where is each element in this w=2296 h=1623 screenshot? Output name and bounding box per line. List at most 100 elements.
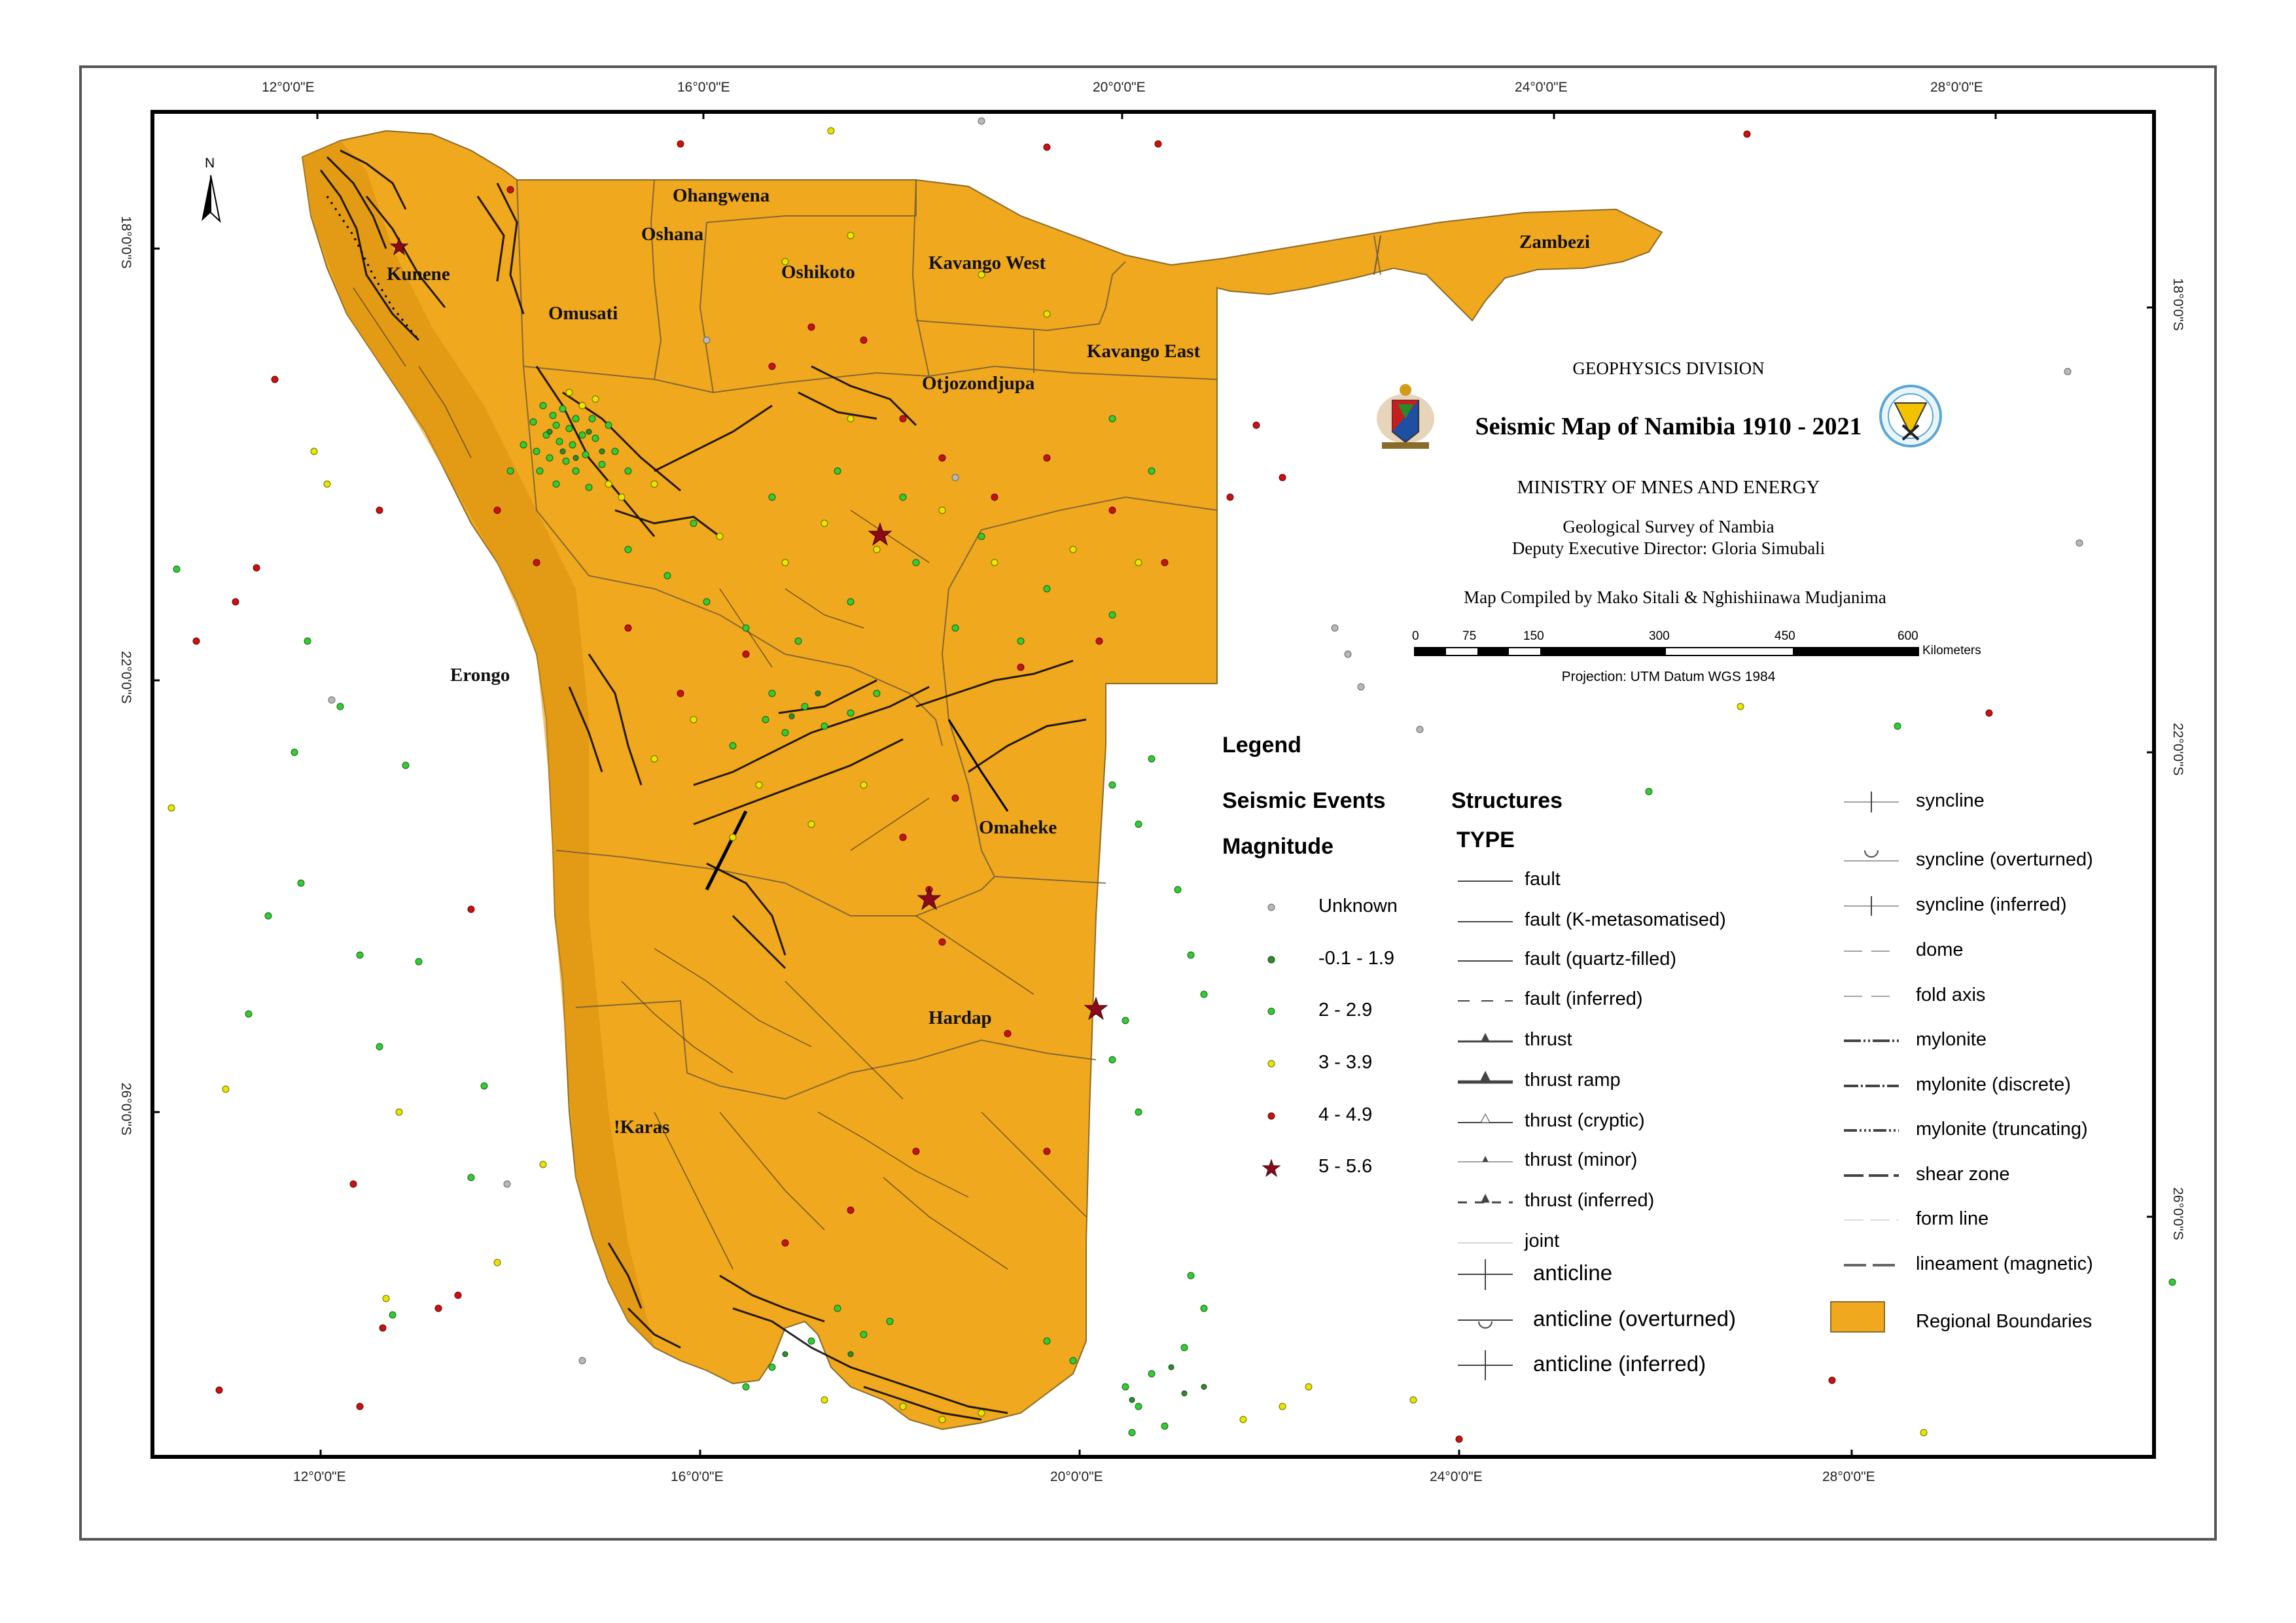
region-label-omusati: Omusati <box>548 303 618 324</box>
legend-structure-label: form line <box>1916 1208 1989 1229</box>
director-label: Deputy Executive Director: Gloria Simuba… <box>1511 538 1826 558</box>
map-title: Seismic Map of Namibia 1910 - 2021 <box>1475 413 1862 440</box>
ministry-label: MINISTRY OF MNES AND ENERGY <box>1517 477 1820 498</box>
coastal-shading <box>302 141 654 1348</box>
seismic-cluster-green <box>173 402 2176 1437</box>
grid-label-top: 16°0'0"E <box>677 80 730 95</box>
north-arrow-icon <box>202 175 221 223</box>
scale-unit: Kilometers <box>1922 644 1981 657</box>
structure-lines <box>319 149 1087 1421</box>
region-boundaries <box>516 179 1381 1100</box>
grid-label-top: 28°0'0"E <box>1930 80 1983 95</box>
legend-structure-label: mylonite <box>1916 1029 1987 1050</box>
grid-label-top: 20°0'0"E <box>1093 80 1146 95</box>
region-label-zambezi: Zambezi <box>1519 232 1590 253</box>
division-label: GEOPHYSICS DIVISION <box>1572 358 1765 378</box>
legend-structure-label: thrust <box>1525 1029 1572 1050</box>
grid-label-left: 18°0'0"S <box>118 216 133 269</box>
geological-survey-logo-icon <box>1879 385 1942 447</box>
legend-structure-label: syncline (overturned) <box>1916 849 2093 870</box>
legend-structure-label: dome <box>1916 939 1964 960</box>
legend-magnitude-heading: Magnitude <box>1222 834 1333 859</box>
scale-tick: 150 <box>1523 629 1544 643</box>
grid-label-left: 26°0'0"S <box>118 1083 133 1136</box>
legend-structures-heading: Structures <box>1451 788 1563 813</box>
legend-structure-label: Regional Boundaries <box>1916 1311 2093 1332</box>
structure-thin-lines <box>353 287 1087 1270</box>
legend-magnitude-label: 5 - 5.6 <box>1318 1156 1373 1177</box>
legend-magnitude-label: 2 - 2.9 <box>1318 1000 1373 1021</box>
legend-seismic-heading: Seismic Events <box>1222 788 1386 813</box>
grid-label-bottom: 16°0'0"E <box>671 1469 724 1484</box>
legend-structure-label: fault (K-metasomatised) <box>1525 909 1726 930</box>
legend-structure-label: shear zone <box>1916 1164 2010 1185</box>
scale-tick: 0 <box>1412 629 1419 643</box>
region-label-kunene: Kunene <box>387 264 450 285</box>
north-arrow-label: N <box>205 156 215 171</box>
grid-label-top: 12°0'0"E <box>262 80 315 95</box>
legend-structure-label: thrust ramp <box>1525 1070 1621 1091</box>
legend-structure-samples-col1 <box>1458 881 1513 1380</box>
region-label-karas: !Karas <box>614 1117 670 1138</box>
scale-tick: 600 <box>1898 629 1918 643</box>
legend-structure-label: anticline <box>1533 1261 1613 1285</box>
legend-structure-label: fault <box>1525 869 1561 890</box>
region-label-kavango-west: Kavango West <box>928 253 1046 273</box>
survey-label: Geological Survey of Nambia <box>1563 517 1775 536</box>
legend-structure-label: thrust (minor) <box>1525 1149 1638 1170</box>
legend-structure-label: fault (inferred) <box>1525 988 1643 1009</box>
legend-magnitude-label: 4 - 4.9 <box>1318 1104 1373 1125</box>
survey-block: Geological Survey of Nambia Deputy Execu… <box>1439 516 1898 559</box>
legend-magnitude-label: 3 - 3.9 <box>1318 1052 1373 1073</box>
grid-label-bottom: 28°0'0"E <box>1822 1469 1875 1484</box>
grid-label-bottom: 24°0'0"E <box>1430 1469 1483 1484</box>
legend-structure-label: mylonite (discrete) <box>1916 1074 2071 1095</box>
legend-structure-label: fold axis <box>1916 985 1986 1005</box>
grid-label-right: 26°0'0"S <box>2170 1187 2185 1240</box>
region-label-ohangwena: Ohangwena <box>673 185 770 206</box>
seismic-stars <box>389 237 1108 1021</box>
legend-magnitude-label: -0.1 - 1.9 <box>1318 948 1395 969</box>
legend-structure-label: anticline (overturned) <box>1533 1306 1736 1331</box>
legend-structure-label: syncline (inferred) <box>1916 894 2067 915</box>
seismic-yellow <box>168 127 1928 1437</box>
legend-structure-label: anticline (inferred) <box>1533 1352 1706 1376</box>
legend-structure-label: syncline <box>1916 790 1985 811</box>
legend-magnitude-label: Unknown <box>1318 896 1398 916</box>
scale-tick: 75 <box>1462 629 1477 643</box>
seismic-unknown <box>328 117 2083 1365</box>
scale-tick: 300 <box>1649 629 1670 643</box>
legend-structure-label: joint <box>1525 1230 1560 1251</box>
grid-label-bottom: 12°0'0"E <box>293 1469 346 1484</box>
legend-structure-label: lineament (magnetic) <box>1916 1253 2093 1274</box>
legend-structure-label: mylonite (truncating) <box>1916 1119 2088 1140</box>
outer-frame <box>79 65 2217 1541</box>
legend-structure-label: thrust (cryptic) <box>1525 1110 1645 1131</box>
namibia-coat-of-arms-icon <box>1377 384 1434 449</box>
grid-label-bottom: 20°0'0"E <box>1050 1469 1103 1484</box>
legend-type-heading: TYPE <box>1457 828 1515 852</box>
legend-structure-samples-col2 <box>1830 792 1899 1333</box>
region-label-oshana: Oshana <box>641 224 704 245</box>
grid-label-right: 18°0'0"S <box>2170 278 2185 331</box>
seismic-dark-green <box>546 428 1207 1403</box>
region-label-omaheke: Omaheke <box>979 817 1057 838</box>
legend-magnitude-symbols <box>1262 903 1281 1178</box>
region-label-kavango-east: Kavango East <box>1087 341 1201 362</box>
projection-label: Projection: UTM Datum WGS 1984 <box>1561 669 1776 684</box>
region-label-hardap: Hardap <box>928 1007 992 1028</box>
scale-bar <box>1414 647 1919 656</box>
seismic-red <box>192 130 1993 1443</box>
region-label-erongo: Erongo <box>450 665 510 686</box>
legend-title: Legend <box>1222 733 1301 758</box>
legend-structure-label: thrust (inferred) <box>1525 1190 1655 1211</box>
grid-label-left: 22°0'0"S <box>118 651 133 704</box>
legend-structure-label: fault (quartz-filled) <box>1525 949 1677 969</box>
region-label-oshikoto: Oshikoto <box>781 262 855 283</box>
graticule-ticks <box>150 110 2156 1459</box>
grid-label-top: 24°0'0"E <box>1515 80 1568 95</box>
grid-label-right: 22°0'0"S <box>2170 723 2185 776</box>
region-label-otjozondjupa: Otjozondjupa <box>922 373 1035 394</box>
scale-tick: 450 <box>1775 629 1795 643</box>
